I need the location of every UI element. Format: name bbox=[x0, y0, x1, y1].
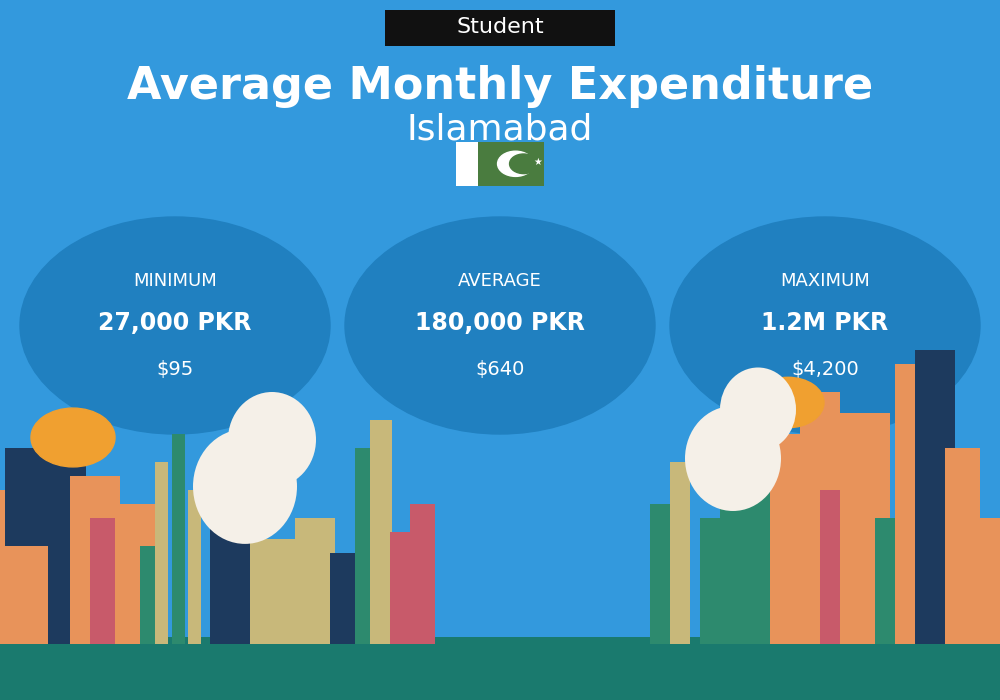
Ellipse shape bbox=[720, 368, 796, 452]
FancyBboxPatch shape bbox=[0, 490, 50, 644]
Circle shape bbox=[510, 154, 538, 174]
FancyBboxPatch shape bbox=[700, 518, 725, 644]
FancyBboxPatch shape bbox=[650, 504, 670, 644]
FancyBboxPatch shape bbox=[820, 490, 850, 644]
FancyBboxPatch shape bbox=[670, 462, 690, 644]
Circle shape bbox=[20, 217, 330, 434]
Text: MAXIMUM: MAXIMUM bbox=[780, 272, 870, 290]
Text: Average Monthly Expenditure: Average Monthly Expenditure bbox=[127, 65, 873, 108]
FancyBboxPatch shape bbox=[478, 142, 544, 186]
FancyBboxPatch shape bbox=[800, 392, 840, 644]
FancyBboxPatch shape bbox=[115, 504, 155, 644]
Text: AVERAGE: AVERAGE bbox=[458, 272, 542, 290]
Text: MINIMUM: MINIMUM bbox=[133, 272, 217, 290]
FancyBboxPatch shape bbox=[410, 504, 435, 644]
FancyBboxPatch shape bbox=[70, 476, 120, 644]
Ellipse shape bbox=[193, 429, 297, 544]
FancyBboxPatch shape bbox=[875, 518, 900, 644]
FancyBboxPatch shape bbox=[390, 532, 415, 644]
Circle shape bbox=[752, 377, 824, 428]
FancyBboxPatch shape bbox=[295, 518, 335, 644]
Circle shape bbox=[498, 151, 534, 176]
Ellipse shape bbox=[685, 406, 781, 511]
FancyBboxPatch shape bbox=[210, 525, 260, 644]
Circle shape bbox=[670, 217, 980, 434]
Text: $95: $95 bbox=[156, 360, 194, 379]
FancyBboxPatch shape bbox=[140, 546, 165, 644]
FancyBboxPatch shape bbox=[770, 434, 805, 644]
Text: ★: ★ bbox=[533, 158, 542, 167]
Text: Student: Student bbox=[456, 18, 544, 37]
FancyBboxPatch shape bbox=[5, 448, 50, 546]
Text: 27,000 PKR: 27,000 PKR bbox=[98, 312, 252, 335]
Text: 1.2M PKR: 1.2M PKR bbox=[761, 312, 889, 335]
FancyBboxPatch shape bbox=[172, 434, 185, 644]
Circle shape bbox=[345, 217, 655, 434]
FancyBboxPatch shape bbox=[355, 448, 373, 644]
Text: Islamabad: Islamabad bbox=[407, 113, 593, 146]
FancyBboxPatch shape bbox=[370, 420, 392, 644]
Ellipse shape bbox=[228, 392, 316, 487]
Text: $640: $640 bbox=[475, 360, 525, 379]
FancyBboxPatch shape bbox=[155, 462, 168, 644]
Text: 180,000 PKR: 180,000 PKR bbox=[415, 312, 585, 335]
FancyBboxPatch shape bbox=[840, 413, 890, 644]
FancyBboxPatch shape bbox=[385, 10, 615, 46]
FancyBboxPatch shape bbox=[720, 490, 780, 644]
Text: $4,200: $4,200 bbox=[791, 360, 859, 379]
FancyBboxPatch shape bbox=[330, 553, 360, 644]
FancyBboxPatch shape bbox=[945, 448, 980, 644]
FancyBboxPatch shape bbox=[895, 364, 920, 644]
FancyBboxPatch shape bbox=[48, 434, 86, 644]
Circle shape bbox=[31, 408, 115, 467]
FancyBboxPatch shape bbox=[250, 539, 305, 644]
FancyBboxPatch shape bbox=[90, 518, 120, 644]
FancyBboxPatch shape bbox=[456, 142, 478, 186]
FancyBboxPatch shape bbox=[915, 350, 955, 644]
FancyBboxPatch shape bbox=[188, 490, 201, 644]
FancyBboxPatch shape bbox=[0, 637, 1000, 700]
FancyBboxPatch shape bbox=[968, 518, 1000, 644]
